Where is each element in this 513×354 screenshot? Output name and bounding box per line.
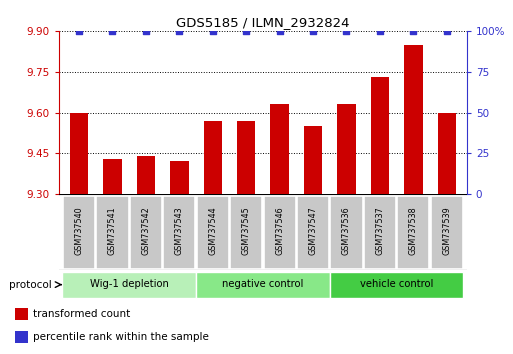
Text: GSM737541: GSM737541 [108, 206, 117, 255]
Point [376, 28, 384, 34]
Point [309, 28, 317, 34]
Bar [431, 195, 463, 269]
Bar [297, 195, 329, 269]
Point [75, 28, 83, 34]
Bar [15, 331, 28, 343]
Point [209, 28, 217, 34]
Bar [371, 77, 389, 194]
Bar [237, 121, 255, 194]
Bar [404, 45, 423, 194]
Bar [63, 195, 95, 269]
Bar [170, 161, 189, 194]
Text: negative control: negative control [222, 279, 304, 289]
Point [108, 28, 116, 34]
Bar [330, 272, 463, 298]
Point [242, 28, 250, 34]
Bar [337, 104, 356, 194]
Text: GSM737547: GSM737547 [308, 206, 318, 255]
Text: GSM737540: GSM737540 [74, 206, 84, 255]
Text: Wig-1 depletion: Wig-1 depletion [90, 279, 169, 289]
Text: GSM737538: GSM737538 [409, 206, 418, 255]
Bar [103, 159, 122, 194]
Text: GSM737536: GSM737536 [342, 206, 351, 255]
Bar [196, 272, 330, 298]
Text: GSM737546: GSM737546 [275, 206, 284, 255]
Text: transformed count: transformed count [33, 309, 131, 319]
Point [275, 28, 284, 34]
Bar [438, 113, 456, 194]
Text: GSM737544: GSM737544 [208, 206, 218, 255]
Bar [230, 195, 262, 269]
Bar [304, 126, 322, 194]
Bar [270, 104, 289, 194]
Point [142, 28, 150, 34]
Bar [15, 308, 28, 320]
Text: GSM737543: GSM737543 [175, 206, 184, 255]
Point [409, 28, 418, 34]
Point [342, 28, 350, 34]
Title: GDS5185 / ILMN_2932824: GDS5185 / ILMN_2932824 [176, 16, 350, 29]
Bar [130, 195, 162, 269]
Text: percentile rank within the sample: percentile rank within the sample [33, 332, 209, 342]
Text: GSM737539: GSM737539 [442, 206, 451, 255]
Text: GSM737542: GSM737542 [142, 206, 150, 255]
Bar [163, 195, 195, 269]
Text: protocol: protocol [9, 280, 51, 290]
Bar [63, 272, 196, 298]
Bar [137, 156, 155, 194]
Text: GSM737545: GSM737545 [242, 206, 251, 255]
Point [175, 28, 184, 34]
Bar [96, 195, 129, 269]
Bar [330, 195, 363, 269]
Point [443, 28, 451, 34]
Bar [196, 195, 229, 269]
Bar [70, 113, 88, 194]
Text: vehicle control: vehicle control [360, 279, 433, 289]
Bar [364, 195, 396, 269]
Text: GSM737537: GSM737537 [376, 206, 384, 255]
Bar [264, 195, 295, 269]
Bar [397, 195, 429, 269]
Bar [204, 121, 222, 194]
